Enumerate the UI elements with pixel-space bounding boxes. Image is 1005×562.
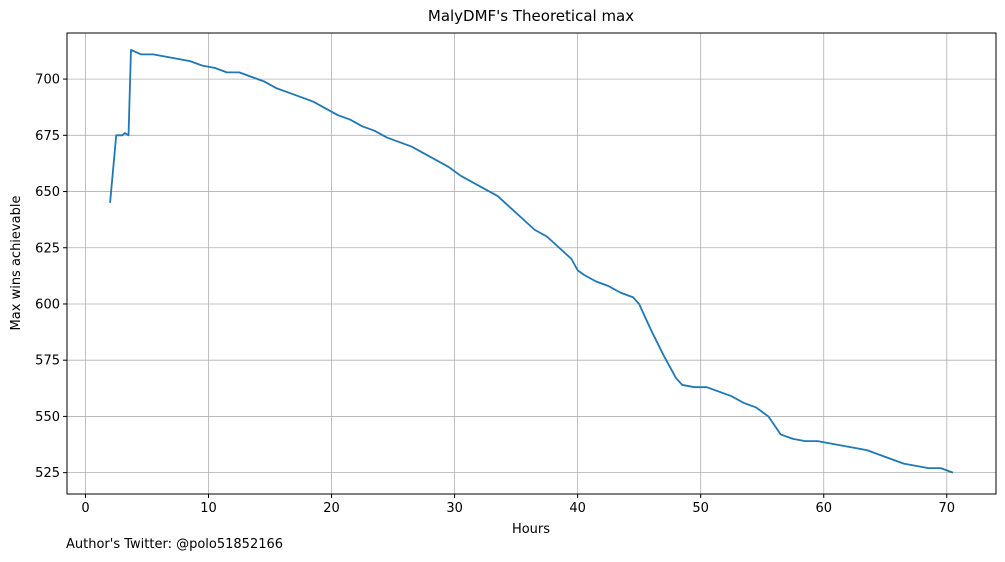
series-line — [109, 48, 954, 474]
plot-frame — [66, 32, 997, 495]
y-axis: 525 550 575 600 625 650 675 700 — [35, 73, 67, 481]
y-tick-label: 550 — [35, 410, 60, 425]
chart-title: MalyDMF's Theoretical max — [428, 7, 634, 25]
x-tick-label: 30 — [446, 501, 463, 516]
grid — [67, 33, 996, 494]
y-tick-label: 650 — [35, 185, 60, 200]
x-tick-label: 70 — [939, 501, 956, 516]
x-tick-label: 40 — [569, 501, 586, 516]
x-tick-label: 50 — [692, 501, 709, 516]
author-twitter-note: Author's Twitter: @polo51852166 — [66, 537, 284, 552]
plot-area — [109, 48, 954, 474]
x-tick-label: 60 — [815, 501, 832, 516]
y-tick-label: 575 — [35, 354, 60, 369]
x-tick-label: 10 — [200, 501, 217, 516]
y-tick-label: 600 — [35, 297, 60, 312]
x-tick-label: 20 — [323, 501, 340, 516]
y-tick-label: 525 — [35, 466, 60, 481]
y-tick-label: 625 — [35, 241, 60, 256]
x-axis-label: Hours — [512, 522, 550, 537]
x-axis: 0 10 20 30 40 50 60 70 — [81, 494, 955, 516]
y-tick-label: 700 — [35, 73, 60, 88]
y-tick-label: 675 — [35, 129, 60, 144]
x-tick-label: 0 — [81, 501, 89, 516]
y-axis-label: Max wins achievable — [9, 196, 24, 331]
